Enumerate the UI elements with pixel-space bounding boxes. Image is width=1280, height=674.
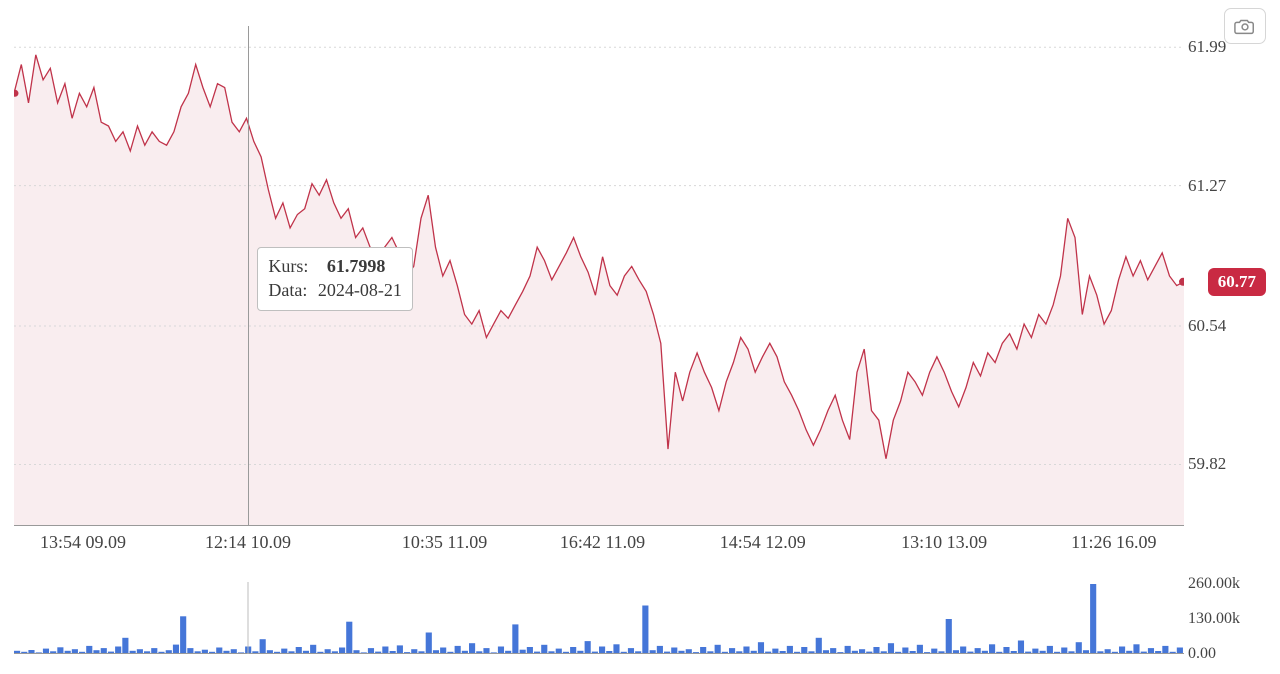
- volume-y-tick: 260.00k: [1188, 575, 1240, 593]
- price-chart[interactable]: Kurs: 61.7998 Data: 2024-08-21: [14, 26, 1184, 526]
- price-x-tick: 14:54 12.09: [720, 532, 806, 553]
- volume-chart[interactable]: [14, 582, 1184, 654]
- chart-tooltip: Kurs: 61.7998 Data: 2024-08-21: [257, 247, 412, 311]
- crosshair-line: [248, 26, 249, 526]
- price-x-tick: 11:26 16.09: [1071, 532, 1156, 553]
- price-x-tick: 16:42 11.09: [560, 532, 645, 553]
- price-y-tick: 61.27: [1188, 176, 1226, 196]
- tooltip-data-value: 2024-08-21: [318, 280, 402, 300]
- price-y-tick: 60.54: [1188, 316, 1226, 336]
- price-y-tick: 61.99: [1188, 37, 1226, 57]
- tooltip-data-label: Data:: [268, 280, 307, 300]
- volume-y-axis-labels: 0.00130.00k260.00k: [1188, 582, 1268, 654]
- tooltip-kurs-label: Kurs:: [268, 256, 308, 276]
- tooltip-kurs-value: 61.7998: [327, 256, 386, 276]
- current-price-value: 60.77: [1218, 272, 1256, 291]
- volume-y-tick: 130.00k: [1188, 610, 1240, 628]
- price-y-tick: 59.82: [1188, 454, 1226, 474]
- current-price-badge: 60.77: [1208, 268, 1266, 296]
- price-x-tick: 10:35 11.09: [402, 532, 487, 553]
- volume-y-tick: 0.00: [1188, 645, 1216, 663]
- price-x-tick: 13:10 13.09: [901, 532, 987, 553]
- price-x-tick: 12:14 10.09: [205, 532, 291, 553]
- price-x-tick: 13:54 09.09: [40, 532, 126, 553]
- price-x-axis-labels: 13:54 09.09 12:14 10.09 10:35 11.09 16:42 1…: [14, 532, 1184, 558]
